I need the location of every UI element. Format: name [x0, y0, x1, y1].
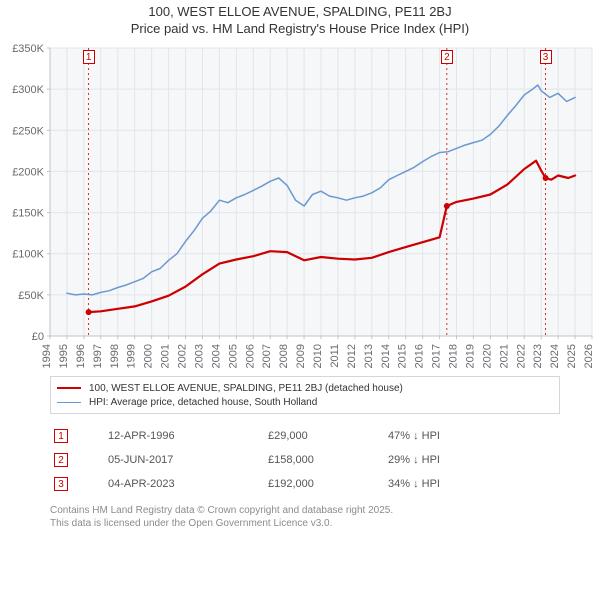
svg-text:2019: 2019: [464, 344, 476, 368]
svg-text:1994: 1994: [41, 344, 53, 368]
sale-date: 04-APR-2023: [108, 478, 268, 490]
legend-label: HPI: Average price, detached house, Sout…: [89, 397, 317, 408]
sale-row: 1 12-APR-1996£29,00047% ↓ HPI: [50, 424, 560, 448]
sales-table: 1 12-APR-1996£29,00047% ↓ HPI 2 05-JUN-2017…: [50, 424, 560, 496]
sale-date: 12-APR-1996: [108, 430, 268, 442]
sale-badge: 2: [54, 453, 68, 467]
sale-badge: 3: [54, 477, 68, 491]
svg-text:1998: 1998: [109, 344, 121, 368]
svg-text:2018: 2018: [448, 344, 460, 368]
sale-badge: 1: [54, 429, 68, 443]
svg-text:2026: 2026: [583, 344, 595, 368]
svg-text:2023: 2023: [532, 344, 544, 368]
legend: 100, WEST ELLOE AVENUE, SPALDING, PE11 2…: [50, 376, 560, 414]
svg-text:2025: 2025: [566, 344, 578, 368]
sale-row: 3 04-APR-2023£192,00034% ↓ HPI: [50, 472, 560, 496]
svg-text:£300K: £300K: [12, 84, 44, 96]
sale-marker-1: 1: [83, 50, 95, 64]
svg-text:2024: 2024: [549, 344, 561, 368]
svg-text:2016: 2016: [414, 344, 426, 368]
svg-text:2010: 2010: [312, 344, 324, 368]
svg-text:£50K: £50K: [18, 290, 44, 302]
svg-text:£150K: £150K: [12, 208, 44, 220]
svg-text:2012: 2012: [346, 344, 358, 368]
svg-text:1995: 1995: [58, 344, 70, 368]
svg-text:2009: 2009: [295, 344, 307, 368]
svg-text:2002: 2002: [177, 344, 189, 368]
title-sub: Price paid vs. HM Land Registry's House …: [0, 21, 600, 36]
sale-marker-2: 2: [441, 50, 453, 64]
svg-text:1996: 1996: [75, 344, 87, 368]
legend-swatch: [57, 402, 81, 403]
sale-row: 2 05-JUN-2017£158,00029% ↓ HPI: [50, 448, 560, 472]
footer-note: Contains HM Land Registry data © Crown c…: [50, 504, 570, 530]
sale-relative: 34% ↓ HPI: [388, 478, 508, 490]
legend-row: HPI: Average price, detached house, Sout…: [57, 395, 553, 409]
svg-text:£350K: £350K: [12, 43, 44, 55]
svg-text:2017: 2017: [431, 344, 443, 368]
sale-relative: 47% ↓ HPI: [388, 430, 508, 442]
footer-line-1: Contains HM Land Registry data © Crown c…: [50, 504, 570, 517]
svg-text:2013: 2013: [363, 344, 375, 368]
sale-marker-3: 3: [540, 50, 552, 64]
svg-text:2005: 2005: [227, 344, 239, 368]
svg-text:1997: 1997: [92, 344, 104, 368]
sale-price: £29,000: [268, 430, 388, 442]
svg-text:2015: 2015: [397, 344, 409, 368]
sale-price: £192,000: [268, 478, 388, 490]
sale-relative: 29% ↓ HPI: [388, 454, 508, 466]
svg-text:2000: 2000: [143, 344, 155, 368]
svg-text:2022: 2022: [515, 344, 527, 368]
svg-text:2007: 2007: [261, 344, 273, 368]
svg-text:£250K: £250K: [12, 125, 44, 137]
title-main: 100, WEST ELLOE AVENUE, SPALDING, PE11 2…: [0, 4, 600, 19]
svg-text:2021: 2021: [498, 344, 510, 368]
svg-text:2011: 2011: [329, 344, 341, 368]
svg-text:2020: 2020: [481, 344, 493, 368]
sale-date: 05-JUN-2017: [108, 454, 268, 466]
legend-swatch: [57, 387, 81, 389]
svg-text:1999: 1999: [126, 344, 138, 368]
chart-svg: £0 £50K £100K £150K £200K £250K £300K £350K 1994…: [0, 40, 600, 370]
chart-area: £0 £50K £100K £150K £200K £250K £300K £350K 1994…: [0, 40, 600, 370]
svg-text:2008: 2008: [278, 344, 290, 368]
footer-line-2: This data is licensed under the Open Gov…: [50, 517, 570, 530]
svg-text:2001: 2001: [160, 344, 172, 368]
svg-text:2006: 2006: [244, 344, 256, 368]
svg-text:2003: 2003: [193, 344, 205, 368]
sale-price: £158,000: [268, 454, 388, 466]
svg-text:£200K: £200K: [12, 166, 44, 178]
legend-row: 100, WEST ELLOE AVENUE, SPALDING, PE11 2…: [57, 381, 553, 395]
legend-label: 100, WEST ELLOE AVENUE, SPALDING, PE11 2…: [89, 383, 403, 394]
svg-text:2014: 2014: [380, 344, 392, 368]
svg-text:£0: £0: [32, 331, 44, 343]
svg-text:2004: 2004: [210, 344, 222, 368]
svg-text:£100K: £100K: [12, 249, 44, 261]
